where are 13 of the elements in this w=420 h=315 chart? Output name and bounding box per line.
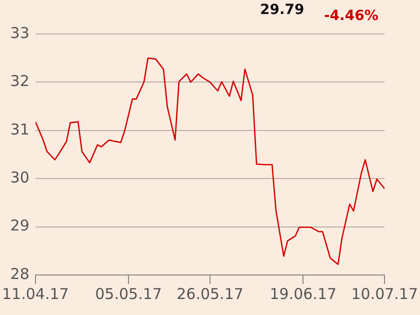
y-tick-label: 29 xyxy=(10,216,30,235)
x-tick-label: 11.04.17 xyxy=(2,284,69,303)
x-tick-label: 05.05.17 xyxy=(95,284,162,303)
x-tick-label: 10.07.17 xyxy=(351,284,418,303)
y-tick-label: 31 xyxy=(10,120,30,138)
x-tick-label: 26.05.17 xyxy=(176,284,244,303)
x-tick-label: 19.06.17 xyxy=(270,284,337,303)
text: 29.79 xyxy=(260,2,304,18)
text: -4.46% xyxy=(324,8,378,24)
y-tick-label: 30 xyxy=(10,168,30,186)
y-tick-label: 28 xyxy=(10,264,30,283)
y-tick-label: 32 xyxy=(10,72,30,90)
y-tick-label: 33 xyxy=(10,24,30,42)
